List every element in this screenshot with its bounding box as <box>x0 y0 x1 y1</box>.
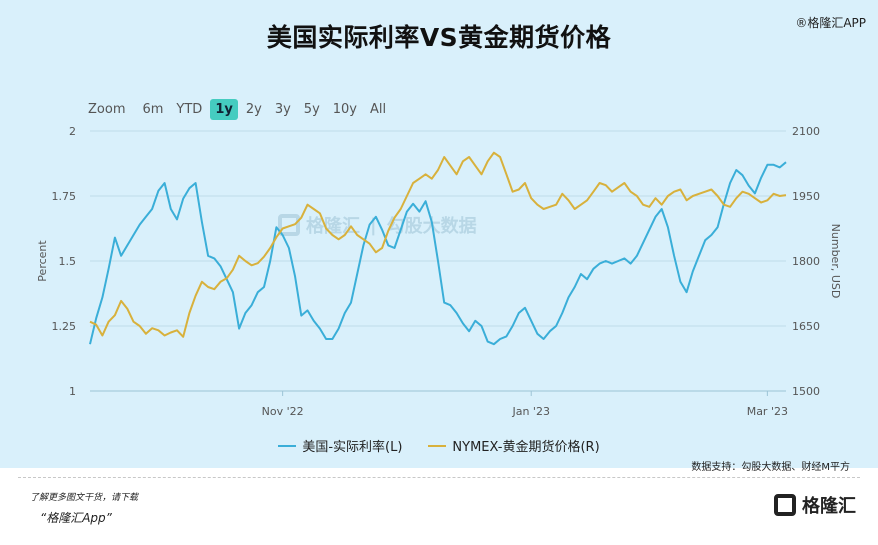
y-tick-label-right: 1500 <box>792 385 820 398</box>
x-tick-label: Nov '22 <box>262 405 304 418</box>
y-tick-label-left: 1.75 <box>52 190 77 203</box>
watermark-separator: | <box>370 214 377 236</box>
watermark-logo-icon <box>278 214 300 236</box>
brand-watermark-top: ®格隆汇APP <box>795 16 866 30</box>
range-button-5y[interactable]: 5y <box>303 102 320 117</box>
range-button-10y[interactable]: 10y <box>332 102 358 117</box>
range-button-all[interactable]: All <box>370 102 387 117</box>
data-source: 数据支持：勾股大数据、财经M平方 <box>691 462 850 473</box>
range-button-2y[interactable]: 2y <box>245 102 262 117</box>
chart-title: 美国实际利率VS黄金期货价格 <box>266 23 612 52</box>
series-line-gold <box>89 151 787 338</box>
footer-logo: 格隆汇 <box>774 492 856 518</box>
footer-logo-text: 格隆汇 <box>802 496 856 517</box>
legend-swatch-gold <box>428 444 447 447</box>
legend-item-gold[interactable]: NYMEX-黄金期货价格(R) <box>428 436 600 455</box>
y-tick-label-right: 1800 <box>792 255 820 268</box>
y-tick-label-right: 1650 <box>792 320 820 333</box>
app-name: “格隆汇App” <box>40 511 112 525</box>
chart-background <box>0 0 878 468</box>
range-button-ytd[interactable]: YTD <box>176 102 203 117</box>
legend: 美国-实际利率(L) NYMEX-黄金期货价格(R) <box>0 436 878 455</box>
x-tick-label: Jan '23 <box>511 405 549 418</box>
y-tick-label-right: 1950 <box>792 190 820 203</box>
y-tick-label-left: 2 <box>69 125 76 138</box>
download-hint: 了解更多图文干货，请下载 <box>30 493 139 503</box>
legend-item-real-rate[interactable]: 美国-实际利率(L) <box>278 436 402 455</box>
legend-label-real-rate: 美国-实际利率(L) <box>302 440 403 455</box>
zoom-label: Zoom <box>88 102 126 117</box>
range-button-1y[interactable]: 1y <box>210 99 238 120</box>
footer-background <box>0 468 878 545</box>
legend-label-gold: NYMEX-黄金期货价格(R) <box>452 440 600 455</box>
footer-divider <box>18 477 860 478</box>
y-tick-label-left: 1.25 <box>52 320 77 333</box>
range-button-6m[interactable]: 6m <box>142 102 164 117</box>
logo-icon <box>774 494 796 516</box>
x-tick-label: Mar '23 <box>747 405 788 418</box>
y-tick-label-right: 2100 <box>792 125 820 138</box>
series-line-real-rate <box>89 161 787 346</box>
legend-swatch-real-rate <box>278 444 297 447</box>
y-tick-label-left: 1.5 <box>59 255 77 268</box>
range-selector: Zoom 6m YTD 1y 2y 3y 5y 10y All <box>88 99 394 120</box>
y-axis-title-left: Percent <box>36 240 49 282</box>
range-button-3y[interactable]: 3y <box>274 102 291 117</box>
y-tick-label-left: 1 <box>69 385 76 398</box>
chart-svg: 1 1.25 1.5 1.75 2 1500 1650 1800 1950 2100 Nov '22… <box>36 125 842 418</box>
y-axis-title-right: Number, USD <box>829 224 842 299</box>
